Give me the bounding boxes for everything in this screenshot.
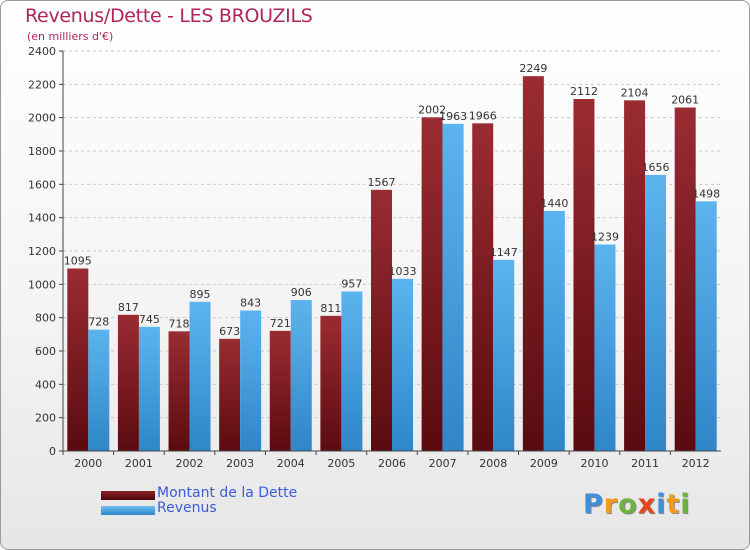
data-label-revenus: 1440 (540, 197, 568, 210)
logo-letter: r (603, 489, 619, 520)
bar-revenus (392, 278, 413, 451)
bar-revenus (88, 329, 110, 451)
bar-dette (168, 331, 190, 451)
bar-revenus (240, 310, 262, 451)
data-label-dette: 2249 (519, 62, 547, 75)
data-label-dette: 2002 (418, 103, 446, 116)
bar-revenus (695, 201, 717, 451)
bar-revenus (543, 211, 565, 451)
x-tick-label: 2008 (479, 457, 507, 470)
bar-revenus (442, 123, 464, 451)
logo-letter: i (656, 489, 667, 520)
bar-dette (269, 330, 291, 451)
logo-letter: o (618, 489, 638, 520)
data-label-dette: 1567 (368, 176, 396, 189)
bar-dette (67, 268, 89, 451)
bar-revenus (138, 326, 160, 451)
x-tick-label: 2002 (176, 457, 204, 470)
bar-dette (371, 189, 392, 452)
x-tick-label: 2009 (530, 457, 558, 470)
y-tick-label: 1400 (28, 212, 56, 225)
y-tick-label: 1200 (28, 245, 56, 258)
data-label-dette: 817 (118, 301, 139, 314)
y-tick-label: 2200 (28, 78, 56, 91)
data-label-revenus: 1498 (692, 187, 720, 200)
y-tick-label: 200 (35, 412, 56, 425)
bar-dette (421, 117, 443, 451)
data-label-revenus: 745 (139, 313, 160, 326)
y-tick-label: 600 (35, 345, 56, 358)
logo-letter: t (666, 489, 681, 520)
data-label-dette: 2112 (570, 85, 598, 98)
y-tick-label: 1000 (28, 278, 56, 291)
data-label-revenus: 1147 (490, 246, 518, 259)
bar-dette (522, 76, 544, 452)
data-label-dette: 718 (169, 317, 190, 330)
x-tick-label: 2003 (226, 457, 254, 470)
bar-revenus (341, 291, 363, 451)
bar-dette (320, 315, 342, 451)
y-tick-label: 0 (49, 445, 56, 458)
legend-label-dette: Montant de la Dette (157, 485, 298, 501)
legend-label-revenus: Revenus (157, 500, 217, 516)
bar-dette (472, 123, 494, 451)
bar-dette (573, 99, 595, 451)
x-tick-label: 2011 (631, 457, 659, 470)
data-label-revenus: 1656 (642, 161, 670, 174)
y-tick-label: 2400 (28, 45, 56, 58)
bar-revenus (645, 175, 667, 451)
x-tick-label: 2004 (277, 457, 305, 470)
y-tick-label: 400 (35, 378, 56, 391)
x-tick-label: 2012 (682, 457, 710, 470)
y-tick-label: 2000 (28, 112, 56, 125)
legend-swatch-revenus (101, 506, 155, 515)
y-tick-label: 1800 (28, 145, 56, 158)
y-tick-label: 1600 (28, 178, 56, 191)
bar-dette (219, 338, 241, 451)
data-label-dette: 673 (219, 325, 240, 338)
bar-dette (117, 314, 139, 451)
logo-letter: i (680, 489, 691, 520)
x-tick-label: 2007 (429, 457, 457, 470)
data-label-dette: 721 (270, 317, 291, 330)
data-label-revenus: 843 (240, 297, 261, 310)
data-label-dette: 1095 (64, 255, 92, 268)
chart-title: Revenus/Dette - LES BROUZILS (25, 5, 313, 27)
data-label-revenus: 906 (291, 286, 312, 299)
bar-revenus (290, 300, 312, 451)
bar-dette (674, 107, 696, 451)
bar-dette (624, 100, 646, 451)
logo-letter: x (637, 489, 657, 520)
x-tick-label: 2010 (580, 457, 608, 470)
chart-subtitle: (en milliers d'€) (27, 30, 114, 43)
data-label-dette: 2061 (671, 94, 699, 107)
data-label-revenus: 895 (190, 288, 211, 301)
data-label-revenus: 1963 (439, 110, 467, 123)
data-label-dette: 1966 (469, 109, 497, 122)
data-label-revenus: 1239 (591, 231, 619, 244)
legend-swatch-dette (101, 491, 155, 500)
data-label-dette: 811 (320, 302, 341, 315)
data-label-dette: 2104 (621, 86, 649, 99)
x-tick-label: 2005 (327, 457, 355, 470)
data-label-revenus: 728 (88, 316, 109, 329)
bar-revenus (493, 259, 515, 451)
proxiti-logo: Proxiti (583, 489, 691, 520)
x-tick-label: 2006 (378, 457, 406, 470)
logo-letter: P (583, 489, 604, 520)
data-label-revenus: 957 (341, 278, 362, 291)
bar-revenus (594, 244, 616, 451)
bar-revenus (189, 301, 211, 451)
x-tick-label: 2000 (74, 457, 102, 470)
x-tick-label: 2001 (125, 457, 153, 470)
y-tick-label: 800 (35, 312, 56, 325)
data-label-revenus: 1033 (389, 265, 417, 278)
